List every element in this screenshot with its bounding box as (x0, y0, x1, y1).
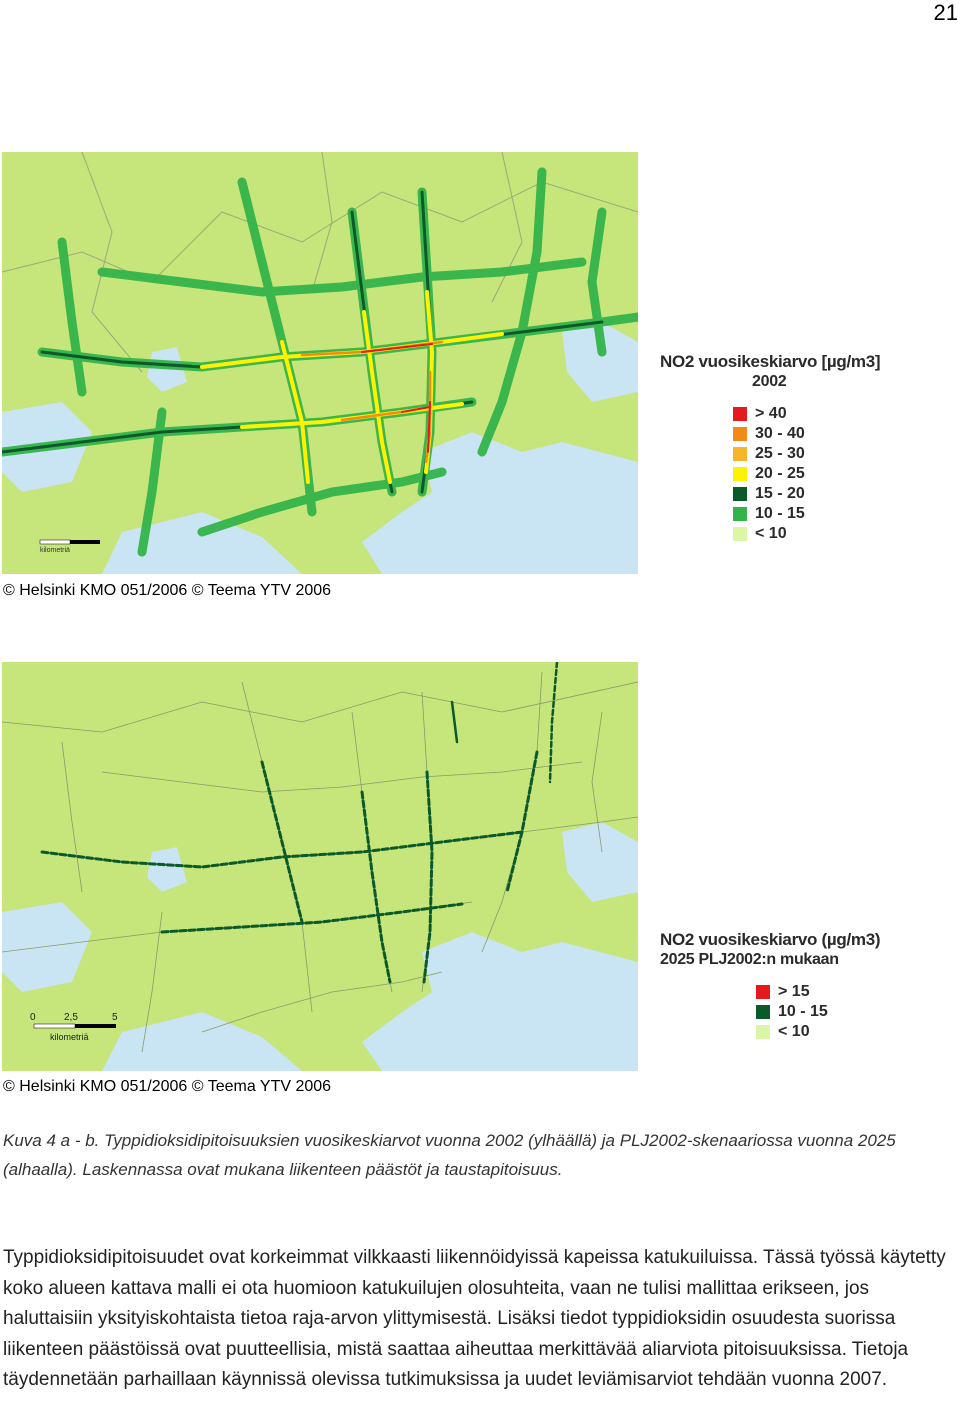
scale-label: kilometriä (50, 1032, 89, 1042)
legend-label: 15 - 20 (755, 485, 805, 502)
legend-swatch (733, 467, 747, 481)
scale-bar: kilometriä (39, 539, 100, 554)
legend-title: NO2 vuosikeskiarvo (µg/m3) (660, 930, 881, 949)
water-area (362, 432, 638, 574)
legend-label: > 40 (755, 405, 787, 422)
legend-swatch (733, 427, 747, 441)
legend-label: < 10 (755, 525, 787, 542)
water-area (102, 1012, 302, 1071)
map-2002-graphic: kilometriä (2, 152, 638, 574)
legend-swatch (733, 507, 747, 521)
water-area (562, 322, 638, 402)
scale-tick: 2,5 (64, 1012, 78, 1023)
scale-bar: 0 2,5 5 kilometriä (30, 1012, 118, 1042)
legend-item: > 15 (756, 982, 920, 1002)
copyright-notice: © Helsinki KMO 051/2006 © Teema YTV 2006 (3, 1078, 332, 1095)
legend-item: < 10 (733, 524, 920, 544)
legend-swatch (756, 985, 770, 999)
water-area (2, 902, 92, 992)
legend-title: NO2 vuosikeskiarvo [µg/m3] (660, 352, 881, 371)
legend-item: 10 - 15 (756, 1002, 920, 1022)
legend-swatch (756, 1025, 770, 1039)
legend-item: 30 - 40 (733, 424, 920, 444)
legend-item: 25 - 30 (733, 444, 920, 464)
roads-no2-2002 (2, 167, 638, 557)
roads-no2-2025 (40, 662, 559, 984)
no2-map-2025: 0 2,5 5 kilometriä (2, 662, 638, 1071)
legend-label: 30 - 40 (755, 425, 805, 442)
water-area (147, 847, 187, 892)
map-2025-graphic: 0 2,5 5 kilometriä (2, 662, 638, 1071)
legend-year: 2002 (752, 373, 787, 390)
water-area (147, 347, 187, 392)
legend-label: 10 - 15 (755, 505, 805, 522)
legend-label: 20 - 25 (755, 465, 805, 482)
page-number: 21 (933, 0, 958, 25)
water-area (562, 822, 638, 902)
legend-label: < 10 (778, 1023, 810, 1040)
scale-tick: 0 (30, 1012, 36, 1023)
copyright-notice: © Helsinki KMO 051/2006 © Teema YTV 2006 (3, 582, 332, 599)
legend-item: 15 - 20 (733, 484, 920, 504)
figure-caption: Kuva 4 a - b. Typpidioksidipitoisuuksien… (3, 1131, 896, 1179)
scale-label: kilometriä (40, 547, 70, 554)
legend-item: < 10 (756, 1022, 920, 1042)
legend-2025: NO2 vuosikeskiarvo (µg/m3) 2025 PLJ2002:… (660, 930, 920, 1042)
no2-map-2002: kilometriä (2, 152, 638, 574)
water-area (102, 512, 302, 574)
legend-item: 10 - 15 (733, 504, 920, 524)
water-area (362, 932, 638, 1071)
legend-items: > 40 30 - 40 25 - 30 20 - 25 15 - 20 10 - 15 <… (733, 404, 920, 544)
legend-swatch (756, 1005, 770, 1019)
legend-swatch (733, 487, 747, 501)
legend-items: > 15 10 - 15 < 10 (756, 982, 920, 1042)
legend-2002: NO2 vuosikeskiarvo [µg/m3] 2002 > 40 30 -… (660, 352, 920, 544)
legend-item: 20 - 25 (733, 464, 920, 484)
legend-label: > 15 (778, 983, 810, 1000)
legend-label: 10 - 15 (778, 1003, 828, 1020)
legend-swatch (733, 407, 747, 421)
scale-tick: 5 (112, 1012, 118, 1023)
legend-swatch (733, 527, 747, 541)
body-paragraph: Typpidioksidipitoisuudet ovat korkeimmat… (3, 1247, 946, 1391)
legend-subtitle: 2025 PLJ2002:n mukaan (660, 951, 839, 968)
legend-swatch (733, 447, 747, 461)
legend-item: > 40 (733, 404, 920, 424)
legend-label: 25 - 30 (755, 445, 805, 462)
